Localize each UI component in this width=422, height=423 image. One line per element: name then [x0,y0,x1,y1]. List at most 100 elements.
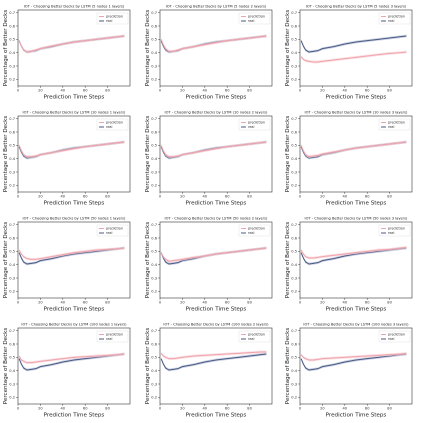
y-tick-label: 0.2 [9,396,15,400]
y-axis-label: Percentage of Better Decks [285,222,291,299]
series-line [160,353,267,371]
y-tick-label: 0.2 [9,184,15,188]
y-axis-label: Percentage of Better Decks [145,328,151,405]
y-tick-label: 0.5 [151,144,157,148]
y-tick-label: 0.2 [291,78,297,82]
y-tick-label: 0.2 [291,290,297,294]
x-tick-label: 40 [61,195,66,199]
x-axis-label: Prediction Time Steps [44,307,105,313]
y-tick-label: 0.3 [9,276,15,280]
y-tick-label: 0.4 [291,51,297,55]
y-tick-label: 0.2 [291,184,297,188]
chart-title: IOT - Choosing Better Decks by LSTM (10 … [23,111,126,115]
chart-title: IOT - Choosing Better Decks by LSTM (50 … [165,217,268,221]
x-tick-label: 60 [225,301,230,305]
x-tick-label: 20 [38,407,43,411]
x-tick-label: 20 [320,195,325,199]
y-tick-label: 0.2 [291,396,297,400]
y-tick-label: 0.7 [9,329,15,333]
legend-label-real: real [248,19,254,23]
series-line [300,246,407,259]
y-tick-label: 0.4 [9,263,15,267]
x-axis-label: Prediction Time Steps [326,413,387,419]
x-tick-label: 60 [225,407,230,411]
y-tick-label: 0.7 [151,117,157,121]
x-tick-label: 40 [203,301,208,305]
y-axis-label: Percentage of Better Decks [3,328,9,405]
x-tick-label: 0 [299,89,302,93]
y-tick-label: 0.2 [9,290,15,294]
x-axis-label: Prediction Time Steps [186,307,247,313]
x-tick-label: 0 [17,301,20,305]
y-tick-label: 0.3 [151,382,157,386]
chart-title: IOT - Choosing Better Decks by LSTM (5 n… [24,5,125,9]
legend-label-prediction: prediction [106,227,123,231]
y-tick-label: 0.3 [291,64,297,68]
y-axis-label: Percentage of Better Decks [3,222,9,299]
y-tick-label: 0.3 [9,382,15,386]
series-band [301,50,407,64]
x-tick-label: 80 [247,301,252,305]
x-tick-label: 0 [299,301,302,305]
series-line [300,352,407,361]
y-tick-label: 0.3 [151,276,157,280]
legend-box [378,224,411,237]
legend-box [378,12,411,25]
y-axis-label: Percentage of Better Decks [3,116,9,193]
y-tick-label: 0.4 [9,369,15,373]
y-tick-label: 0.7 [291,223,297,227]
x-tick-label: 80 [247,195,252,199]
subplot: IOT - Choosing Better Decks by LSTM (100… [3,323,131,419]
series-line [18,353,125,364]
x-tick-label: 80 [247,89,252,93]
y-tick-label: 0.5 [9,356,15,360]
y-tick-label: 0.6 [151,130,157,134]
x-axis-label: Prediction Time Steps [186,201,247,207]
y-tick-label: 0.5 [9,144,15,148]
y-tick-label: 0.3 [9,170,15,174]
y-tick-label: 0.6 [9,342,15,346]
y-tick-label: 0.7 [291,11,297,15]
y-tick-label: 0.5 [291,144,297,148]
subplot: IOT - Choosing Better Decks by LSTM (50 … [3,217,131,313]
x-tick-label: 60 [83,301,88,305]
y-tick-label: 0.7 [9,11,15,15]
y-tick-label: 0.7 [151,11,157,15]
x-tick-label: 60 [365,407,370,411]
y-tick-label: 0.5 [9,38,15,42]
x-tick-label: 40 [61,89,66,93]
x-tick-label: 20 [180,301,185,305]
x-tick-label: 60 [83,195,88,199]
x-tick-label: 80 [387,89,392,93]
y-tick-label: 0.5 [291,250,297,254]
y-tick-label: 0.2 [151,78,157,82]
legend-label-real: real [106,125,112,129]
y-axis-label: Percentage of Better Decks [285,328,291,405]
legend-box [96,224,129,237]
y-tick-label: 0.3 [9,64,15,68]
legend-label-real: real [388,19,394,23]
x-tick-label: 60 [365,195,370,199]
y-tick-label: 0.4 [291,263,297,267]
legend-label-real: real [388,125,394,129]
y-tick-label: 0.6 [291,130,297,134]
x-tick-label: 20 [38,89,43,93]
x-axis-label: Prediction Time Steps [44,413,105,419]
y-axis-label: Percentage of Better Decks [285,116,291,193]
x-tick-label: 0 [159,407,162,411]
y-tick-label: 0.3 [291,382,297,386]
legend-label-real: real [388,231,394,235]
x-tick-label: 80 [247,407,252,411]
y-tick-label: 0.5 [151,38,157,42]
y-tick-label: 0.7 [291,329,297,333]
chart-title: IOT - Choosing Better Decks by LSTM (100… [21,323,127,327]
y-tick-label: 0.3 [151,170,157,174]
series-line [160,351,267,360]
subplot: IOT - Choosing Better Decks by LSTM (5 n… [285,5,413,101]
y-tick-label: 0.6 [151,24,157,28]
x-tick-label: 20 [320,89,325,93]
y-tick-label: 0.4 [9,157,15,161]
y-tick-label: 0.7 [151,329,157,333]
